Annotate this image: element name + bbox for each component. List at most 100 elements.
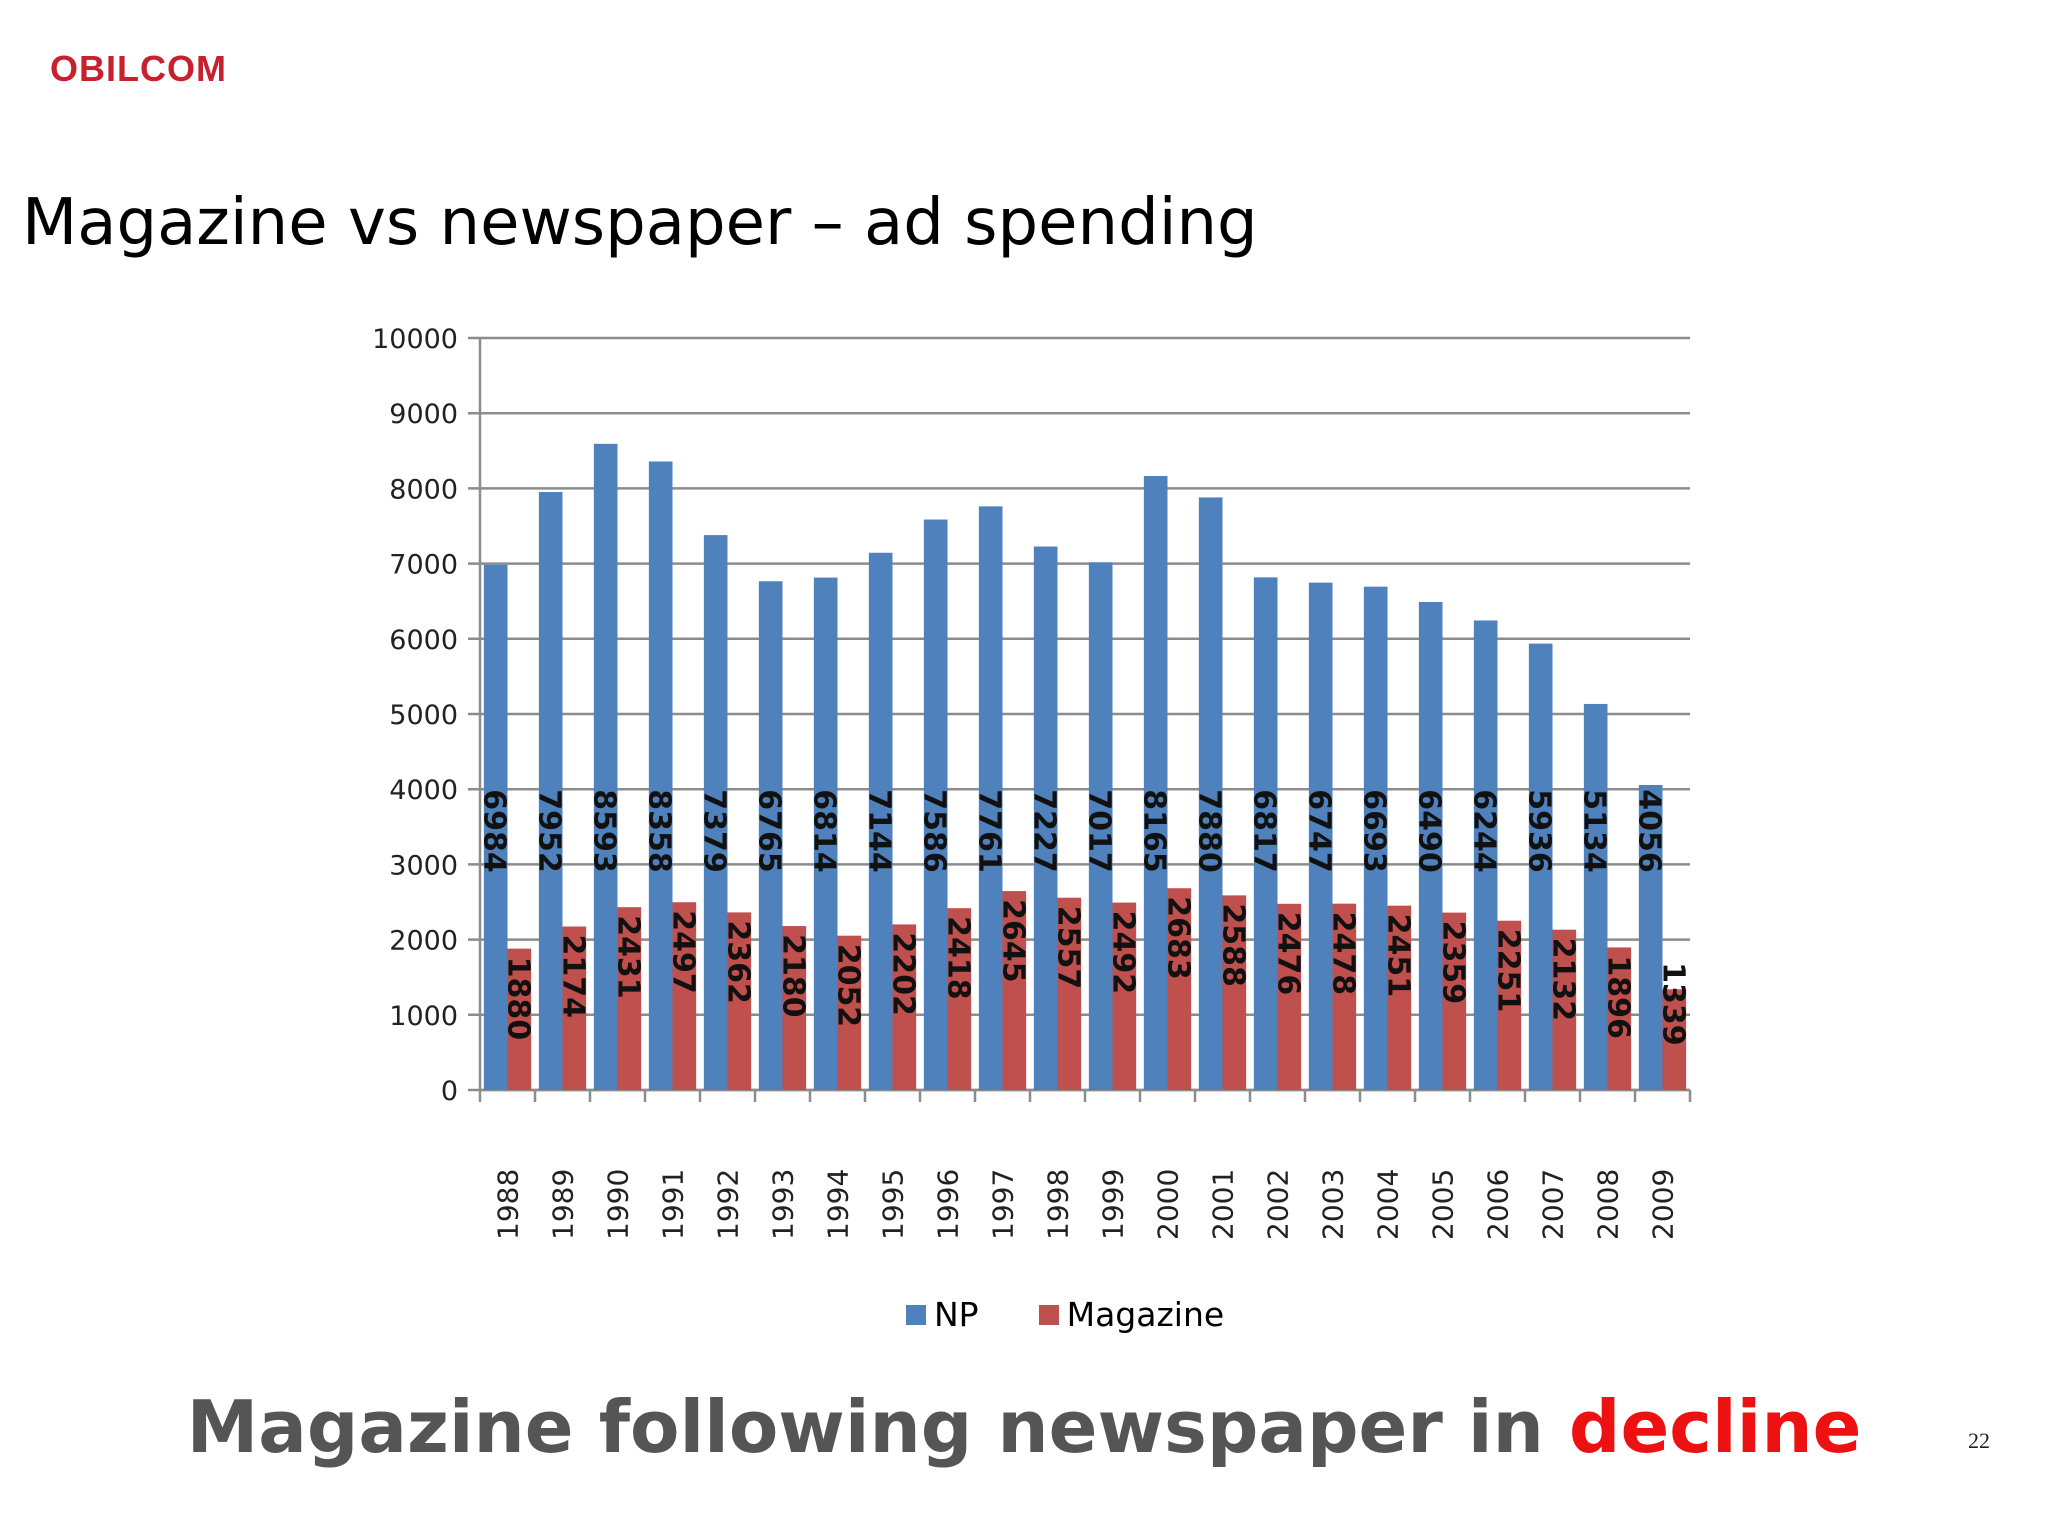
bar-np-2002 — [1253, 577, 1278, 1090]
y-tick-label: 8000 — [389, 474, 458, 505]
y-tick-label: 3000 — [389, 850, 458, 881]
bar-magazine-2008 — [1607, 947, 1632, 1090]
data-label-magazine-2007: 2132 — [1545, 938, 1580, 1022]
bar-np-1996 — [923, 519, 948, 1090]
bar-np-2006 — [1473, 620, 1498, 1090]
y-tick-label: 5000 — [389, 700, 458, 731]
bar-magazine-1999 — [1112, 902, 1137, 1090]
bar-np-2005 — [1418, 601, 1443, 1090]
x-tick-label-1994: 1994 — [822, 1169, 855, 1240]
bar-magazine-1992 — [727, 912, 752, 1090]
data-label-magazine-2005: 2359 — [1435, 921, 1470, 1005]
bar-np-1990 — [593, 443, 618, 1090]
data-label-magazine-2002: 2476 — [1270, 912, 1305, 996]
bar-magazine-2003 — [1332, 903, 1357, 1090]
y-tick-label: 4000 — [389, 775, 458, 806]
data-label-magazine-1996: 2418 — [940, 916, 975, 1000]
legend-label-magazine: Magazine — [1066, 1295, 1225, 1334]
bar-magazine-1994 — [837, 935, 862, 1090]
bar-np-1993 — [758, 581, 783, 1090]
footer-tagline: Magazine following newspaper in decline — [0, 1385, 2048, 1469]
data-label-np-1992: 7379 — [697, 789, 732, 873]
data-label-np-1989: 7952 — [532, 789, 567, 873]
y-tick-label: 9000 — [389, 399, 458, 430]
bar-np-1991 — [648, 461, 673, 1090]
legend-swatch-np — [906, 1304, 926, 1325]
data-label-magazine-1997: 2645 — [995, 899, 1030, 983]
data-label-np-2002: 6817 — [1247, 789, 1282, 873]
data-label-magazine-1989: 2174 — [555, 935, 590, 1019]
data-label-np-2007: 5936 — [1522, 789, 1557, 873]
bar-magazine-1995 — [892, 924, 917, 1090]
bar-np-1998 — [1033, 546, 1058, 1090]
bar-magazine-1989 — [562, 926, 587, 1090]
x-tick-label-1988: 1988 — [492, 1169, 525, 1240]
x-tick-label-2004: 2004 — [1372, 1169, 1405, 1240]
bar-np-1999 — [1088, 562, 1113, 1090]
data-label-magazine-2001: 2588 — [1215, 903, 1250, 987]
data-label-magazine-2006: 2251 — [1490, 929, 1525, 1013]
data-label-np-2003: 6747 — [1302, 789, 1337, 873]
data-label-magazine-1992: 2362 — [720, 920, 755, 1004]
legend-swatch-magazine — [1038, 1304, 1059, 1325]
bar-np-1989 — [538, 492, 563, 1090]
data-label-magazine-1990: 2431 — [610, 915, 645, 999]
data-label-magazine-2008: 1896 — [1600, 955, 1635, 1039]
data-label-np-1997: 7761 — [972, 789, 1007, 873]
x-tick-label-2009: 2009 — [1647, 1169, 1680, 1240]
bar-magazine-1998 — [1057, 897, 1082, 1090]
data-label-magazine-2004: 2451 — [1380, 914, 1415, 998]
x-tick-label-2005: 2005 — [1427, 1169, 1460, 1240]
data-label-magazine-1995: 2202 — [885, 932, 920, 1016]
y-tick-label: 7000 — [389, 550, 458, 581]
bar-magazine-1990 — [617, 907, 642, 1090]
y-tick-label: 2000 — [389, 926, 458, 957]
x-tick-label-2007: 2007 — [1537, 1169, 1570, 1240]
bar-np-1992 — [703, 535, 728, 1090]
data-label-magazine-1994: 2052 — [830, 944, 865, 1028]
x-tick-label-1997: 1997 — [987, 1169, 1020, 1240]
x-tick-label-1992: 1992 — [712, 1169, 745, 1240]
y-tick-label: 0 — [441, 1076, 458, 1107]
data-label-np-2005: 6490 — [1412, 789, 1447, 873]
data-label-np-1988: 6984 — [477, 789, 512, 873]
footer-accent-text: decline — [1568, 1385, 1862, 1469]
data-label-magazine-1991: 2497 — [665, 910, 700, 994]
legend-label-np: NP — [934, 1295, 979, 1334]
data-label-magazine-2009: 1339 — [1655, 962, 1690, 1045]
bar-np-1997 — [978, 506, 1003, 1090]
x-tick-label-1999: 1999 — [1097, 1169, 1130, 1240]
data-label-np-1993: 6765 — [752, 789, 787, 873]
x-tick-label-1993: 1993 — [767, 1169, 800, 1240]
bar-np-2003 — [1308, 582, 1333, 1090]
data-label-np-2001: 7880 — [1192, 789, 1227, 873]
bar-magazine-1991 — [672, 902, 697, 1090]
bar-np-2000 — [1143, 475, 1168, 1090]
x-tick-label-2000: 2000 — [1152, 1169, 1185, 1240]
y-tick-label: 6000 — [389, 625, 458, 656]
x-tick-label-2006: 2006 — [1482, 1169, 1515, 1240]
x-tick-label-2001: 2001 — [1207, 1169, 1240, 1240]
data-label-magazine-1993: 2180 — [775, 934, 810, 1018]
bar-magazine-2004 — [1387, 905, 1412, 1090]
bar-magazine-2000 — [1167, 888, 1192, 1090]
x-tick-label-2002: 2002 — [1262, 1169, 1295, 1240]
company-logo: OBILCOM — [50, 48, 227, 89]
legend-item-magazine: Magazine — [1038, 1295, 1225, 1334]
data-label-np-2006: 6244 — [1467, 789, 1502, 873]
data-label-np-1999: 7017 — [1082, 789, 1117, 873]
bar-magazine-2007 — [1552, 929, 1577, 1090]
bar-magazine-2006 — [1497, 920, 1522, 1090]
bar-magazine-1996 — [947, 908, 972, 1090]
bar-np-2004 — [1363, 586, 1388, 1090]
x-tick-label-1996: 1996 — [932, 1169, 965, 1240]
data-label-np-1995: 7144 — [862, 789, 897, 873]
data-label-np-2009: 4056 — [1632, 789, 1667, 873]
chart-legend: NP Magazine — [906, 1295, 1224, 1334]
data-label-np-1998: 7227 — [1027, 789, 1062, 873]
bar-np-2008 — [1583, 703, 1608, 1090]
bar-np-1994 — [813, 577, 838, 1090]
x-tick-label-1991: 1991 — [657, 1169, 690, 1240]
data-label-magazine-2000: 2683 — [1160, 896, 1195, 980]
